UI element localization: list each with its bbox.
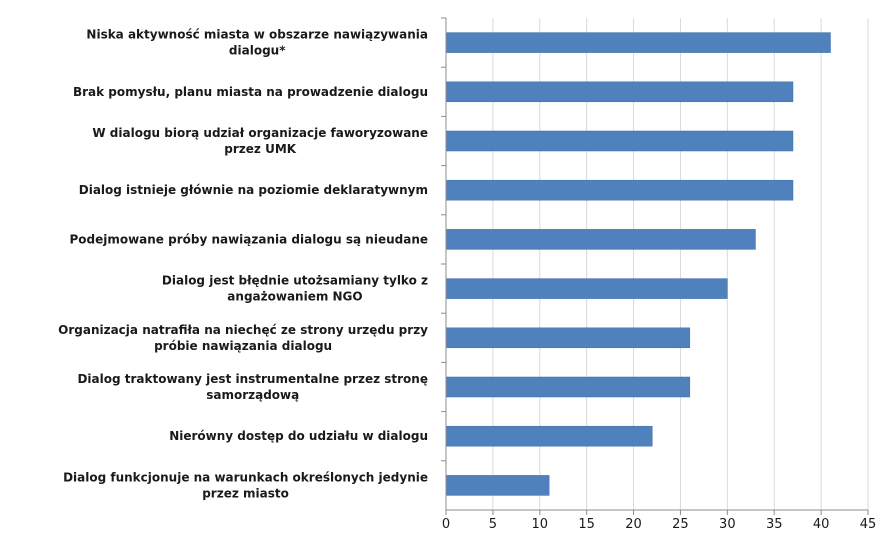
bar-8 [445, 376, 691, 398]
category-label-line: Brak pomysłu, planu miasta na prowadzeni… [73, 85, 428, 99]
category-label-line: W dialogu biorą udział organizacje fawor… [92, 126, 428, 140]
bar-10 [445, 475, 550, 496]
x-tick-label: 45 [860, 517, 877, 532]
bar-6 [445, 278, 728, 299]
bar-7 [445, 327, 691, 349]
bar-4 [445, 179, 794, 201]
category-label-line: samorządową [206, 388, 299, 402]
category-label-4: Dialog istnieje głównie na poziomie dekl… [79, 183, 428, 197]
tick-labels: 0 5 10 15 20 25 30 35 40 45 [442, 517, 876, 532]
category-label-7: Organizacja natrafiła na niechęć ze stro… [58, 323, 428, 353]
bars [445, 32, 831, 496]
axes [441, 17, 869, 515]
category-labels: Niska aktywność miasta w obszarze nawiąz… [58, 28, 428, 501]
bar-9 [445, 425, 653, 447]
x-tick-label: 0 [442, 517, 450, 532]
category-label-1: Niska aktywność miasta w obszarze nawiąz… [86, 28, 428, 58]
category-label-3: W dialogu biorą udział organizacje fawor… [92, 126, 428, 156]
bar-5 [445, 229, 756, 250]
x-tick-label: 35 [766, 517, 783, 532]
category-label-line: Organizacja natrafiła na niechęć ze stro… [58, 323, 428, 337]
x-tick-label: 10 [532, 517, 549, 532]
bar-2 [445, 81, 794, 103]
category-label-line: Dialog funkcjonuje na warunkach określon… [63, 470, 428, 484]
category-label-2: Brak pomysłu, planu miasta na prowadzeni… [73, 85, 428, 99]
x-tick-label: 15 [578, 517, 595, 532]
category-label-line: Dialog traktowany jest instrumentalne pr… [77, 372, 428, 386]
category-label-line: Dialog istnieje głównie na poziomie dekl… [79, 183, 428, 197]
category-label-line: Dialog jest błędnie utożsamiany tylko z [162, 274, 428, 288]
category-label-line: przez UMK [224, 142, 296, 156]
category-label-6: Dialog jest błędnie utożsamiany tylko z a… [162, 274, 428, 304]
category-label-10: Dialog funkcjonuje na warunkach określon… [63, 470, 428, 500]
category-label-8: Dialog traktowany jest instrumentalne pr… [77, 372, 428, 402]
x-tick-label: 30 [719, 517, 736, 532]
category-label-line: Podejmowane próby nawiązania dialogu są … [69, 232, 428, 246]
category-label-line: Niska aktywność miasta w obszarze nawiąz… [86, 28, 428, 42]
category-label-line: przez miasto [202, 486, 289, 500]
x-tick-label: 5 [489, 517, 497, 532]
bar-1 [445, 32, 831, 53]
bar-3 [445, 130, 794, 152]
category-label-line: próbie nawiązania dialogu [154, 339, 332, 353]
category-label-line: angażowaniem NGO [227, 290, 362, 304]
category-label-line: dialogu* [229, 44, 286, 58]
category-label-line: Nierówny dostęp do udziału w dialogu [169, 429, 428, 443]
x-tick-label: 25 [672, 517, 689, 532]
category-label-5: Podejmowane próby nawiązania dialogu są … [69, 232, 428, 246]
x-tick-label: 40 [813, 517, 830, 532]
x-tick-label: 20 [625, 517, 642, 532]
category-label-9: Nierówny dostęp do udziału w dialogu [169, 429, 428, 443]
